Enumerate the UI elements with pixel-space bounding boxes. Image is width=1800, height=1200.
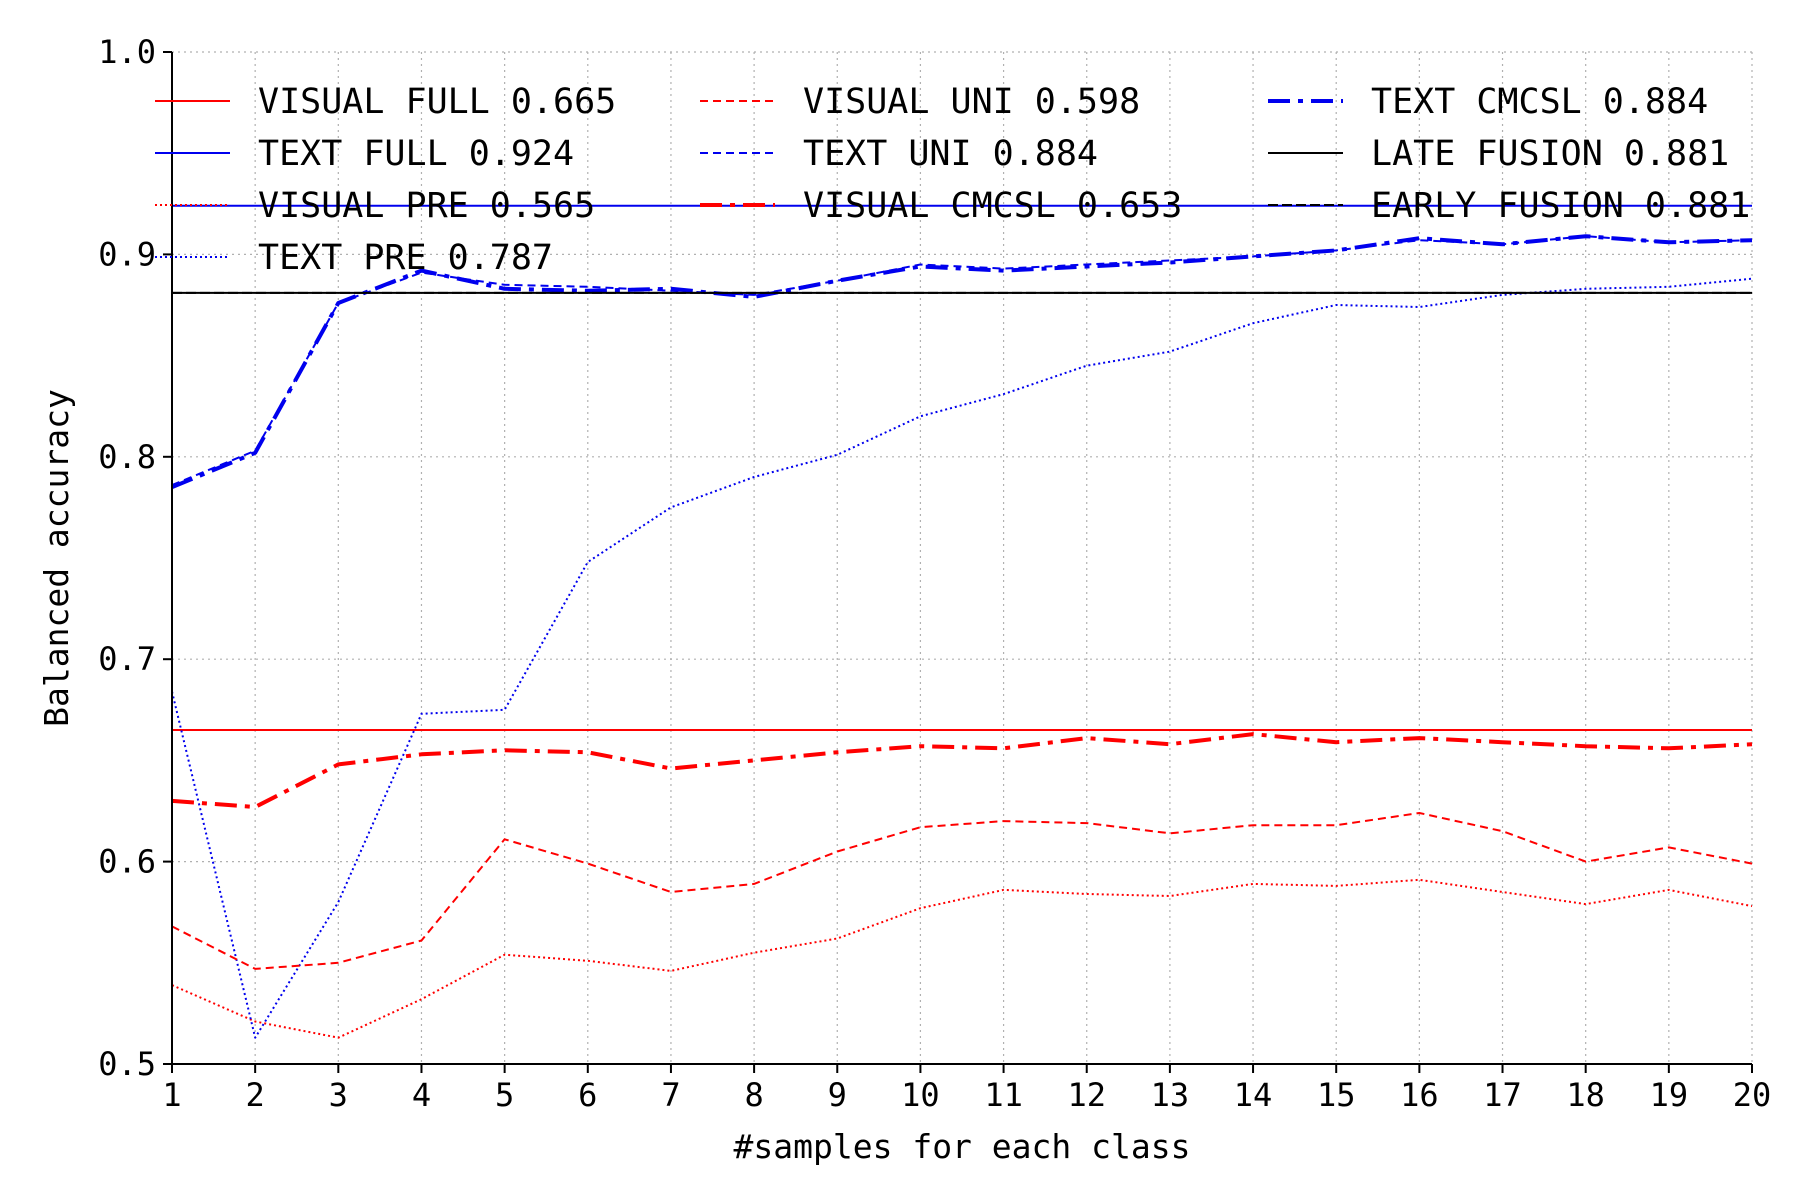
x-tick-label: 5 — [495, 1076, 514, 1114]
legend-label-3: TEXT PRE 0.787 — [258, 238, 553, 278]
x-tick-label: 14 — [1234, 1076, 1273, 1114]
x-tick-label: 18 — [1566, 1076, 1605, 1114]
y-ticks: 0.5 0.6 0.7 0.8 0.9 1.0 — [98, 33, 172, 1083]
y-tick-label: 0.9 — [98, 235, 156, 273]
x-tick-label: 20 — [1733, 1076, 1772, 1114]
legend-label-1: TEXT FULL 0.924 — [258, 134, 574, 174]
series-line-4 — [171, 812, 1753, 970]
y-tick-label: 0.8 — [98, 438, 156, 476]
legend-label-6: VISUAL CMCSL 0.653 — [803, 186, 1182, 226]
legend-label-4: VISUAL UNI 0.598 — [803, 82, 1140, 122]
legend: VISUAL FULL 0.665 TEXT FULL 0.924 VISUAL P… — [155, 82, 1750, 278]
legend-label-9: EARLY FUSION 0.881 — [1371, 186, 1750, 226]
x-tick-label: 17 — [1483, 1076, 1522, 1114]
y-tick-label: 1.0 — [98, 33, 156, 71]
y-tick-label: 0.5 — [98, 1045, 156, 1083]
x-tick-label: 7 — [661, 1076, 680, 1114]
legend-label-7: TEXT CMCSL 0.884 — [1371, 82, 1708, 122]
x-tick-label: 1 — [162, 1076, 181, 1114]
legend-label-5: TEXT UNI 0.884 — [803, 134, 1098, 174]
x-tick-label: 13 — [1151, 1076, 1190, 1114]
x-tick-label: 9 — [828, 1076, 847, 1114]
x-ticks: 1 2 3 4 5 6 7 8 9 10 11 12 13 14 15 16 17 18 19 20 — [162, 1064, 1771, 1114]
series-line-3 — [171, 277, 1753, 1039]
legend-label-0: VISUAL FULL 0.665 — [258, 82, 616, 122]
legend-label-2: VISUAL PRE 0.565 — [258, 186, 595, 226]
series-layer — [171, 204, 1753, 1039]
x-tick-label: 11 — [984, 1076, 1023, 1114]
x-tick-label: 8 — [744, 1076, 763, 1114]
axes — [171, 52, 1752, 1065]
x-tick-label: 19 — [1650, 1076, 1689, 1114]
y-axis-label: Balanced accuracy — [37, 389, 76, 727]
x-tick-label: 10 — [901, 1076, 940, 1114]
x-tick-label: 16 — [1400, 1076, 1439, 1114]
y-tick-label: 0.7 — [98, 640, 156, 678]
grid — [171, 51, 1753, 1065]
x-tick-label: 15 — [1317, 1076, 1356, 1114]
x-tick-label: 12 — [1067, 1076, 1106, 1114]
series-line-7 — [171, 234, 1753, 490]
x-tick-label: 6 — [578, 1076, 597, 1114]
y-tick-label: 0.6 — [98, 843, 156, 881]
series-line-6 — [171, 732, 1753, 809]
x-tick-label: 2 — [246, 1076, 265, 1114]
x-axis-label: #samples for each class — [734, 1127, 1191, 1166]
series-line-2 — [171, 878, 1753, 1039]
x-tick-label: 3 — [329, 1076, 348, 1114]
x-tick-label: 4 — [412, 1076, 431, 1114]
legend-label-8: LATE FUSION 0.881 — [1371, 134, 1729, 174]
